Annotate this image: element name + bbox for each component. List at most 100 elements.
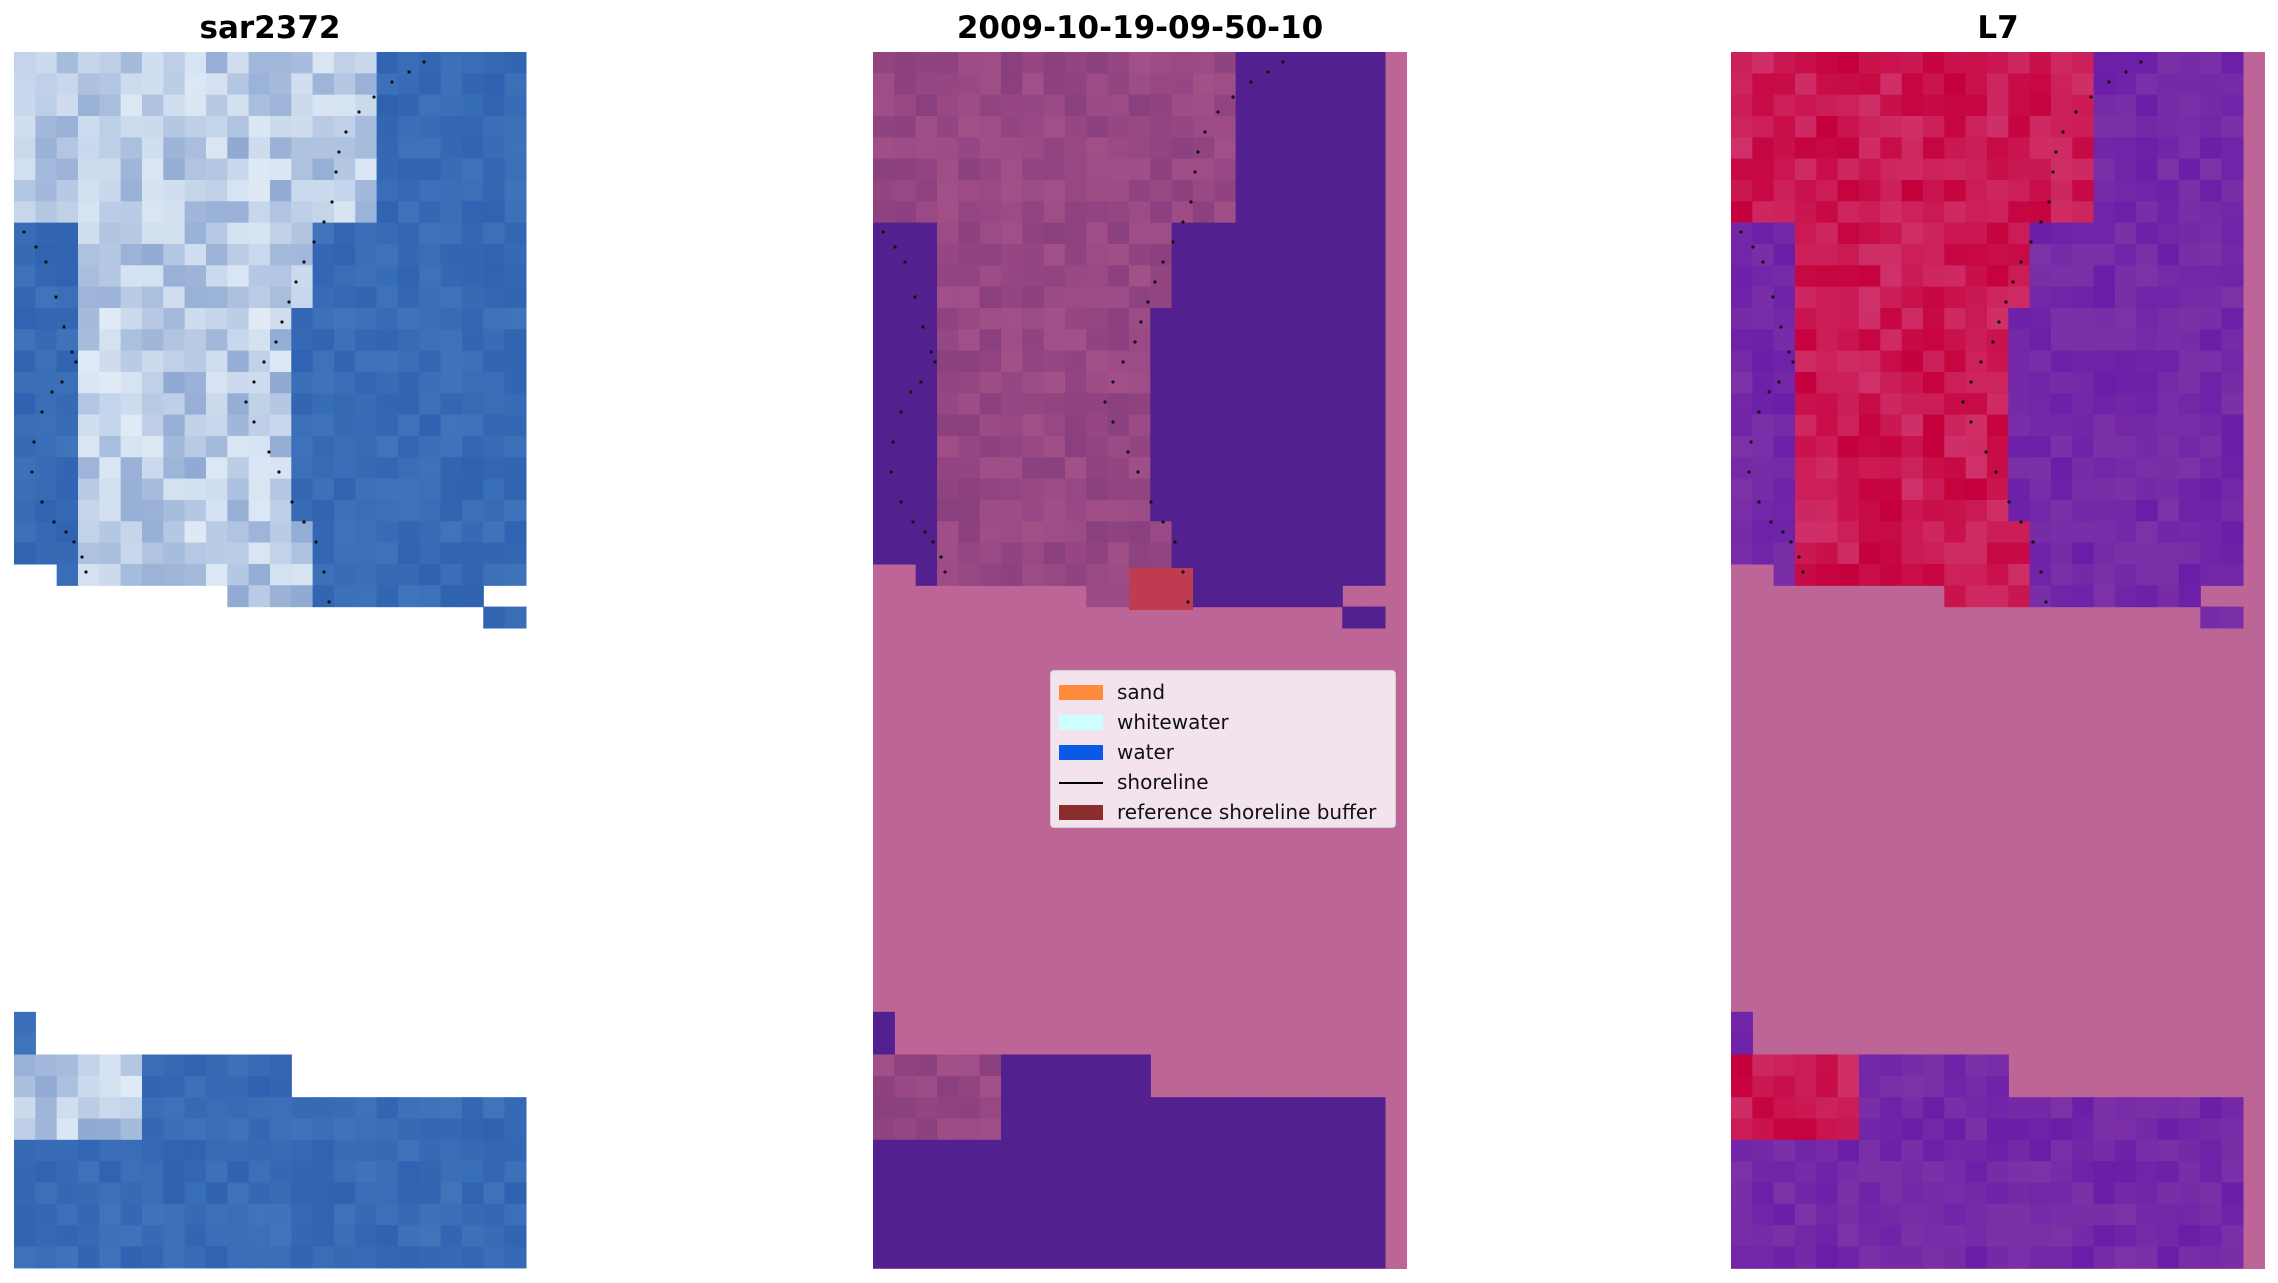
class-pixel (936, 414, 959, 437)
index-pixel (2114, 521, 2137, 544)
class-pixel (1214, 1203, 1237, 1226)
class-pixel (1086, 1097, 1109, 1120)
class-pixel (1363, 52, 1386, 74)
class-pixel (936, 1054, 959, 1077)
index-pixel (1986, 371, 2009, 394)
shoreline-point (22, 230, 26, 234)
index-pixel (2200, 1203, 2223, 1226)
class-pixel (1043, 222, 1066, 245)
shoreline-point (2074, 110, 2078, 114)
class-pixel (936, 222, 959, 245)
rgb-pixel (120, 94, 143, 117)
index-pixel (1922, 1246, 1945, 1269)
class-pixel (1064, 286, 1087, 309)
rgb-pixel (56, 179, 79, 202)
index-pixel (2114, 329, 2137, 352)
class-pixel (1128, 457, 1151, 480)
index-pixel (1731, 478, 1753, 501)
rgb-pixel (205, 222, 228, 245)
rgb-pixel (184, 265, 207, 288)
class-pixel (915, 179, 938, 202)
class-pixel (1128, 1139, 1151, 1162)
class-pixel (1086, 1203, 1109, 1226)
rgb-pixel (461, 179, 484, 202)
class-pixel (915, 1161, 938, 1184)
class-pixel (1235, 94, 1258, 117)
rgb-pixel (120, 1203, 143, 1226)
index-pixel (2221, 350, 2244, 373)
rgb-pixel (461, 393, 484, 416)
rgb-pixel (120, 499, 143, 522)
rgb-pixel (483, 73, 506, 96)
rgb-pixel (56, 478, 79, 501)
index-pixel (1880, 73, 1903, 96)
index-pixel (2008, 521, 2031, 544)
class-pixel (1128, 1246, 1151, 1269)
index-pixel (1922, 286, 1945, 309)
index-pixel (1901, 1075, 1924, 1098)
rgb-pixel (504, 137, 527, 160)
class-pixel (1107, 307, 1130, 330)
rgb-pixel (163, 414, 186, 437)
class-pixel (894, 393, 917, 416)
rgb-pixel (440, 585, 463, 608)
rgb-pixel (333, 286, 356, 309)
rgb-pixel (77, 435, 100, 458)
class-pixel (936, 73, 959, 96)
rgb-pixel (227, 563, 250, 586)
rgb-pixel (248, 1225, 271, 1248)
rgb-pixel (227, 542, 250, 565)
rgb-pixel (333, 371, 356, 394)
index-pixel (1794, 52, 1817, 74)
index-pixel (2029, 201, 2052, 224)
index-pixel (2136, 393, 2159, 416)
class-pixel (1107, 1225, 1130, 1248)
rgb-pixel (99, 1246, 122, 1269)
rgb-pixel (376, 52, 399, 74)
rgb-pixel (77, 414, 100, 437)
rgb-pixel (291, 1225, 314, 1248)
shoreline-point (1249, 80, 1253, 84)
index-pixel (1794, 1182, 1817, 1205)
class-pixel (1086, 243, 1109, 266)
index-pixel (1773, 414, 1796, 437)
class-pixel (1299, 393, 1322, 416)
rgb-pixel (99, 307, 122, 330)
class-pixel (1214, 371, 1237, 394)
index-pixel (1922, 521, 1945, 544)
rgb-pixel (461, 1203, 484, 1226)
class-pixel (979, 457, 1002, 480)
class-pixel (1022, 1182, 1045, 1205)
class-pixel (1299, 329, 1322, 352)
class-pixel (894, 1054, 917, 1077)
class-pixel (1171, 286, 1194, 309)
index-pixel (1752, 499, 1775, 522)
index-pixel (1922, 1161, 1945, 1184)
index-pixel (2050, 1182, 2073, 1205)
index-pixel (2050, 265, 2073, 288)
class-pixel (1043, 265, 1066, 288)
class-pixel (1299, 1246, 1322, 1269)
index-pixel (2221, 457, 2244, 480)
index-pixel (1731, 499, 1753, 522)
class-pixel (915, 478, 938, 501)
index-pixel (2008, 94, 2031, 117)
class-pixel (1000, 158, 1023, 181)
class-pixel (958, 563, 981, 586)
rgb-pixel (269, 1203, 292, 1226)
rgb-pixel (248, 499, 271, 522)
index-pixel (2050, 1246, 2073, 1269)
rgb-pixel (56, 563, 79, 586)
index-pixel (1816, 457, 1839, 480)
index-pixel (1922, 1139, 1945, 1162)
class-pixel (1128, 1097, 1151, 1120)
class-pixel (1235, 393, 1258, 416)
rgb-pixel (227, 1097, 250, 1120)
class-pixel (958, 457, 981, 480)
index-pixel (2008, 222, 2031, 245)
index-pixel (2072, 435, 2095, 458)
class-pixel (958, 414, 981, 437)
rgb-pixel (120, 1246, 143, 1269)
class-pixel (1342, 243, 1365, 266)
rgb-pixel (141, 478, 164, 501)
